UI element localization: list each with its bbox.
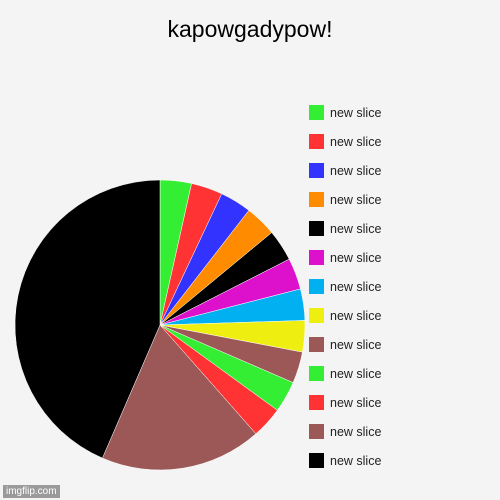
legend-item-1: new slice <box>309 127 381 156</box>
legend-label-1: new slice <box>330 134 382 149</box>
legend-swatch-2 <box>309 163 324 178</box>
legend-swatch-1 <box>309 134 324 149</box>
legend-item-5: new slice <box>309 243 381 272</box>
legend-item-11: new slice <box>309 417 381 446</box>
legend-item-12: new slice <box>309 446 381 475</box>
legend-swatch-7 <box>309 308 324 323</box>
legend-label-6: new slice <box>330 279 382 294</box>
legend-item-10: new slice <box>309 388 381 417</box>
legend-label-8: new slice <box>330 337 382 352</box>
legend-swatch-3 <box>309 192 324 207</box>
legend-swatch-8 <box>309 337 324 352</box>
legend-swatch-6 <box>309 279 324 294</box>
legend-swatch-11 <box>309 424 324 439</box>
pie-slice-11 <box>102 324 257 471</box>
legend-item-0: new slice <box>309 98 381 127</box>
legend-item-6: new slice <box>309 272 381 301</box>
legend-swatch-10 <box>309 395 324 410</box>
legend-label-5: new slice <box>330 250 382 265</box>
legend-label-9: new slice <box>330 366 382 381</box>
legend-label-3: new slice <box>330 192 382 207</box>
legend-label-4: new slice <box>330 221 382 236</box>
legend-item-8: new slice <box>309 330 381 359</box>
legend-label-0: new slice <box>330 105 382 120</box>
legend-item-2: new slice <box>309 156 381 185</box>
watermark: imgflip.com <box>3 485 60 498</box>
legend-label-2: new slice <box>330 163 382 178</box>
legend-swatch-0 <box>309 105 324 120</box>
legend-swatch-5 <box>309 250 324 265</box>
legend-label-10: new slice <box>330 395 382 410</box>
legend-item-7: new slice <box>309 301 381 330</box>
legend-item-4: new slice <box>309 214 381 243</box>
legend-swatch-12 <box>309 453 324 468</box>
chart-title: kapowgadypow! <box>167 16 333 42</box>
chart-legend: new slice new slice new slice new slice new … <box>309 98 381 475</box>
legend-swatch-4 <box>309 221 324 236</box>
legend-item-9: new slice <box>309 359 381 388</box>
pie-slice-12 <box>14 179 161 459</box>
legend-swatch-9 <box>309 366 324 381</box>
legend-label-12: new slice <box>330 453 382 468</box>
legend-label-7: new slice <box>330 308 382 323</box>
legend-label-11: new slice <box>330 424 382 439</box>
legend-item-3: new slice <box>309 185 381 214</box>
